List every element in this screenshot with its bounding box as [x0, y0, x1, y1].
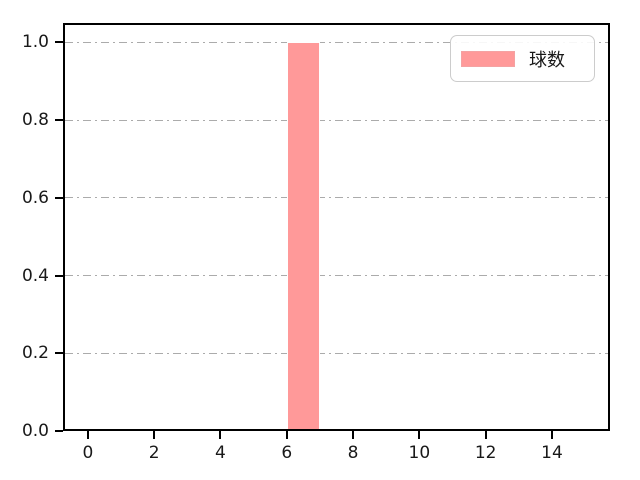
y-tick-1.0 [55, 41, 63, 44]
legend: 球数 [450, 35, 595, 82]
x-tick-label-2: 2 [148, 443, 160, 463]
x-tick-label-4: 4 [215, 443, 226, 463]
gridline-y-0.6 [65, 196, 608, 199]
y-tick-label-0.0: 0.0 [21, 421, 49, 441]
x-tick-label-6: 6 [281, 443, 293, 463]
x-tick-2 [153, 431, 156, 439]
plot-area [63, 23, 610, 431]
y-tick-0.8 [55, 119, 63, 122]
x-tick-12 [484, 431, 487, 439]
x-tick-label-14: 14 [541, 443, 563, 463]
gridline-y-0.2 [65, 352, 608, 355]
x-tick-4 [219, 431, 222, 439]
y-tick-0.2 [55, 352, 63, 355]
y-tick-label-0.2: 0.2 [21, 343, 49, 364]
y-tick-0.0 [55, 430, 63, 432]
y-tick-label-0.4: 0.4 [21, 265, 49, 286]
x-tick-0 [86, 431, 89, 439]
x-tick-label-12: 12 [474, 443, 497, 463]
histogram-bar [286, 42, 320, 431]
x-tick-14 [550, 431, 553, 439]
gridline-y-0.4 [65, 274, 608, 277]
x-tick-8 [352, 431, 355, 439]
x-tick-label-10: 10 [408, 443, 431, 463]
y-tick-0.6 [55, 196, 63, 199]
legend-swatch [461, 50, 515, 67]
x-tick-10 [418, 431, 421, 439]
x-tick-label-0: 0 [82, 443, 94, 463]
x-tick-6 [285, 431, 288, 439]
legend-label: 球数 [529, 49, 565, 71]
gridline-y-1 [65, 41, 608, 44]
y-tick-label-0.8: 0.8 [21, 110, 49, 131]
x-tick-label-8: 8 [347, 443, 359, 463]
y-tick-0.4 [55, 274, 63, 277]
gridline-y-0.8 [65, 119, 608, 122]
y-tick-label-0.6: 0.6 [21, 187, 49, 208]
y-tick-label-1.0: 1.0 [21, 32, 49, 53]
